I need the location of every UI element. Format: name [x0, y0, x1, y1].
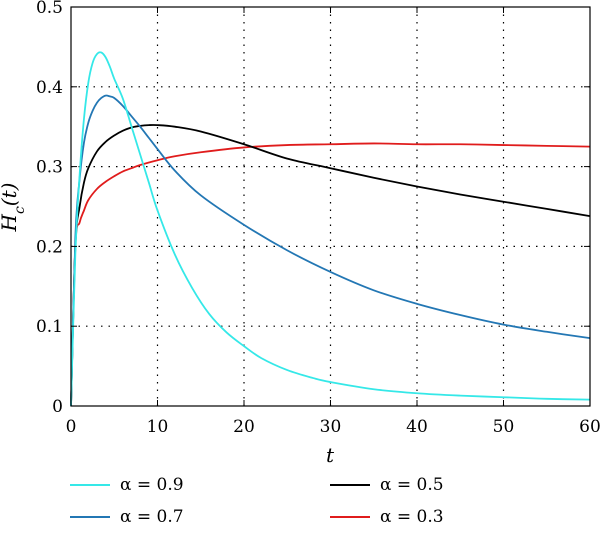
x-tick-label: 10: [147, 417, 169, 437]
series-line: [70, 51, 591, 407]
x-tick-label: 0: [66, 417, 77, 437]
legend-item: α = 0.9: [70, 475, 184, 495]
y-tick-label: 0.1: [36, 317, 63, 337]
axis-ticks: 0 10 20 30 40 50 60 0 0.1 0.2 0.3 0.4 0.5: [36, 0, 600, 437]
plot-background: [71, 7, 590, 406]
y-tick-label: 0.4: [36, 78, 63, 98]
y-axis-label-subscript: c: [12, 206, 28, 214]
y-tick-label: 0.5: [36, 0, 63, 18]
legend-item: α = 0.5: [330, 475, 444, 495]
x-axis-label: t: [326, 443, 335, 467]
svg-text:Hc(t): Hc(t): [0, 183, 28, 233]
y-axis-label: Hc(t): [0, 183, 28, 233]
x-tick-label: 50: [493, 417, 515, 437]
x-tick-label: 60: [579, 417, 600, 437]
legend-label: α = 0.5: [380, 475, 444, 495]
series-line: [70, 94, 591, 407]
y-tick-label: 0.3: [36, 158, 63, 178]
legend-item: α = 0.3: [330, 507, 444, 527]
legend-item: α = 0.7: [70, 507, 184, 527]
series-lines: [70, 51, 591, 407]
legend: α = 0.9 α = 0.7 α = 0.5 α = 0.3: [70, 475, 444, 527]
y-tick-label: 0: [52, 397, 63, 417]
x-tick-label: 20: [233, 417, 255, 437]
y-tick-label: 0.2: [36, 237, 63, 257]
legend-label: α = 0.7: [120, 507, 184, 527]
legend-label: α = 0.3: [380, 507, 444, 527]
x-tick-label: 30: [320, 417, 342, 437]
series-line: [70, 142, 591, 407]
series-line: [70, 124, 591, 407]
legend-label: α = 0.9: [120, 475, 184, 495]
x-tick-label: 40: [406, 417, 428, 437]
